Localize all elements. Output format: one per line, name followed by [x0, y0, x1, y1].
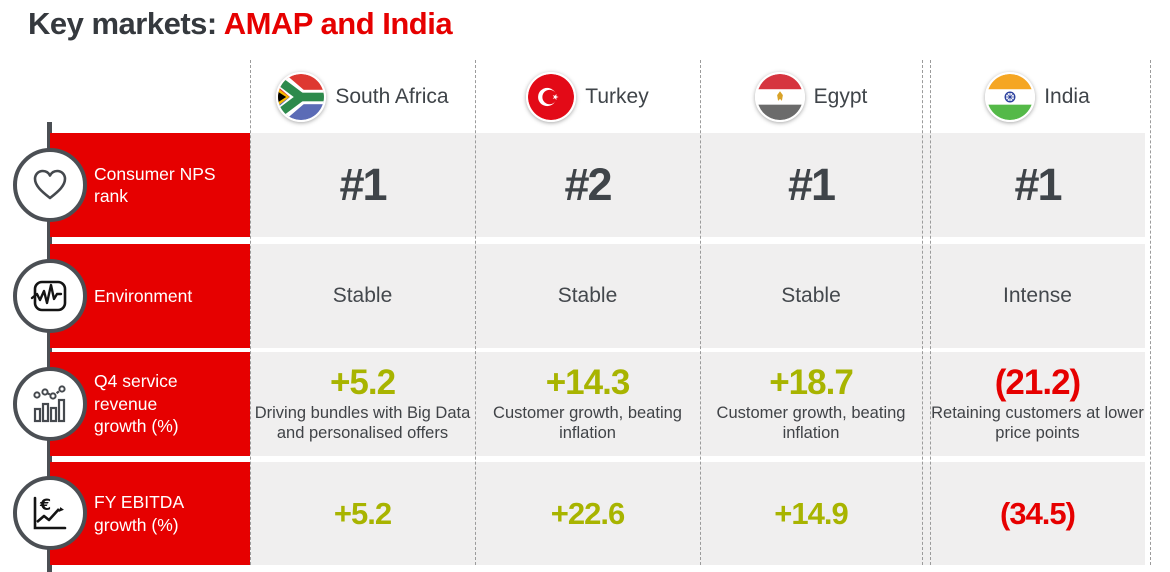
- revenue-value: (21.2): [994, 362, 1081, 402]
- heart-icon: [33, 169, 67, 200]
- nps-cell-south-africa: #1: [250, 133, 475, 237]
- row-icon-spine: [47, 122, 52, 572]
- environment-cell-egypt: Stable: [700, 244, 922, 348]
- header-row: South Africa Turkey: [50, 60, 1150, 133]
- nps-cell-egypt: #1: [700, 133, 922, 237]
- divider-gap: [922, 462, 930, 565]
- revenue-note: Driving bundles with Big Data and person…: [254, 404, 471, 442]
- revenue-value: +14.3: [545, 362, 631, 402]
- row-environment: Environment Stable Stable Stable Intense: [50, 244, 1150, 348]
- revenue-cell-india: (21.2) Retaining customers at lower pric…: [930, 352, 1145, 456]
- table-right-border: [1150, 60, 1151, 565]
- ebitda-cell-egypt: +14.9: [700, 462, 922, 565]
- revenue-cell-south-africa: +5.2 Driving bundles with Big Data and p…: [250, 352, 475, 456]
- country-label: Turkey: [585, 84, 649, 108]
- revenue-note: Customer growth, beating inflation: [716, 404, 906, 442]
- column-separator: [700, 60, 701, 565]
- row-icon-circle: [13, 367, 87, 441]
- environment-value: Stable: [332, 284, 393, 307]
- egypt-flag-icon: [754, 71, 805, 122]
- environment-cell-south-africa: Stable: [250, 244, 475, 348]
- ebitda-value: +22.6: [550, 495, 625, 531]
- column-header-india: India: [930, 60, 1145, 133]
- title-prefix: Key markets:: [28, 6, 224, 41]
- column-separator: [475, 60, 476, 565]
- divider-gap: [922, 133, 930, 237]
- revenue-note: Retaining customers at lower price point…: [931, 404, 1144, 442]
- ebitda-cell-south-africa: +5.2: [250, 462, 475, 565]
- row-label: Consumer NPS rank: [50, 133, 250, 237]
- column-header-turkey: Turkey: [475, 60, 700, 133]
- environment-value: Intense: [1003, 284, 1072, 307]
- amap-india-divider-right: [930, 60, 931, 565]
- header-spacer: [50, 60, 250, 133]
- divider-gap: [922, 244, 930, 348]
- column-header-egypt: Egypt: [700, 60, 922, 133]
- turkey-flag-icon: [526, 71, 577, 122]
- ebitda-value: +14.9: [774, 495, 848, 531]
- row-q4-service-revenue-growth: Q4 service revenue growth (%) +5.2 Drivi…: [50, 352, 1150, 456]
- india-flag-icon: [985, 71, 1036, 122]
- environment-cell-turkey: Stable: [475, 244, 700, 348]
- amap-india-divider-left: [922, 60, 923, 565]
- nps-cell-turkey: #2: [475, 133, 700, 237]
- row-icon-circle: €: [13, 476, 87, 550]
- ebitda-value: (34.5): [1000, 495, 1076, 531]
- bar-chart-trend-icon: [33, 385, 66, 423]
- revenue-note: Customer growth, beating inflation: [493, 404, 682, 442]
- divider-gap: [922, 352, 930, 456]
- country-label: India: [1044, 84, 1090, 108]
- column-separator: [250, 60, 251, 565]
- nps-value: #1: [1014, 159, 1062, 210]
- nps-cell-india: #1: [930, 133, 1145, 237]
- title-highlight: AMAP and India: [223, 6, 453, 41]
- row-consumer-nps-rank: Consumer NPS rank #1 #2 #1 #1: [50, 133, 1150, 237]
- nps-value: #1: [339, 159, 387, 210]
- revenue-cell-turkey: +14.3 Customer growth, beating inflation: [475, 352, 700, 456]
- row-icon-circle: [13, 259, 87, 333]
- environment-cell-india: Intense: [930, 244, 1145, 348]
- revenue-value: +5.2: [329, 362, 396, 402]
- row-icon-circle: [13, 148, 87, 222]
- euro-growth-chart-icon: €: [33, 495, 67, 530]
- ebitda-cell-india: (34.5): [930, 462, 1145, 565]
- south-africa-flag-icon: [276, 71, 327, 122]
- row-fy-ebitda-growth: FY EBITDA growth (%) +5.2 +22.6 +14.9 (3…: [50, 462, 1150, 565]
- ebitda-cell-turkey: +22.6: [475, 462, 700, 565]
- page-title: Key markets: AMAP and India: [28, 6, 453, 42]
- header-divider-gap: [922, 60, 930, 133]
- nps-value: #1: [787, 159, 836, 210]
- nps-value: #2: [564, 159, 612, 210]
- revenue-value: +18.7: [769, 362, 854, 402]
- revenue-cell-egypt: +18.7 Customer growth, beating inflation: [700, 352, 922, 456]
- pulse-monitor-icon: [30, 280, 67, 312]
- svg-text:€: €: [39, 495, 51, 514]
- row-label: FY EBITDA growth (%): [50, 462, 250, 565]
- column-header-south-africa: South Africa: [250, 60, 475, 133]
- country-label: South Africa: [335, 84, 449, 108]
- ebitda-value: +5.2: [333, 495, 392, 531]
- environment-value: Stable: [557, 284, 618, 307]
- key-markets-table: South Africa Turkey: [13, 60, 1151, 572]
- country-label: Egypt: [813, 84, 868, 108]
- environment-value: Stable: [781, 284, 841, 307]
